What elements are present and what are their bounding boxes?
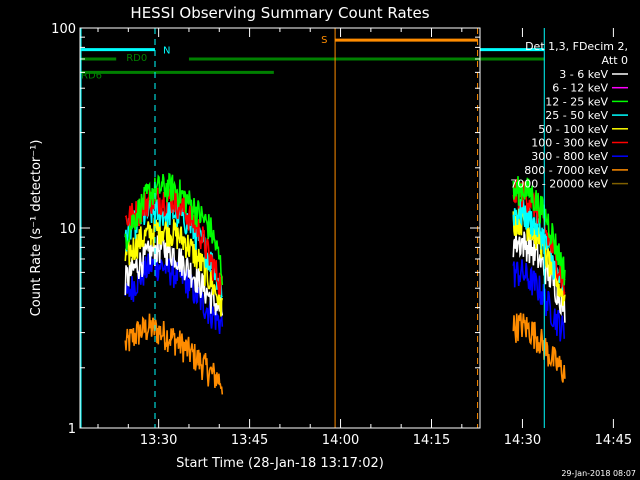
legend-entry-label: 100 - 300 keV xyxy=(531,137,608,150)
legend-entry-label: 300 - 800 keV xyxy=(531,150,608,163)
legend-entry-label: 7000 - 20000 keV xyxy=(510,178,608,191)
flag-label: RD6 xyxy=(81,70,102,81)
legend-header-line: Att 0 xyxy=(602,54,628,67)
series-trace xyxy=(124,313,224,395)
series-trace xyxy=(512,312,566,383)
x-tick-label: 14:15 xyxy=(413,433,450,448)
x-tick-label: 13:45 xyxy=(231,433,268,448)
series-trace xyxy=(124,187,224,295)
plot-area xyxy=(124,172,566,395)
x-axis-label: Start Time (28-Jan-18 13:17:02) xyxy=(176,456,384,471)
y-tick-label: 1 xyxy=(68,422,76,437)
y-axis-ticks: 1 10 100 xyxy=(51,22,480,437)
legend-entry-label: 6 - 12 keV xyxy=(552,82,608,95)
y-tick-label: 10 xyxy=(59,222,76,237)
legend-entry-label: 50 - 100 keV xyxy=(538,123,608,136)
flag-label: S xyxy=(321,35,327,46)
series-trace xyxy=(124,234,224,316)
series-trace xyxy=(512,259,565,342)
x-axis-ticks: 13:30 13:45 14:00 14:15 14:30 14:45 xyxy=(97,28,632,448)
flag-bars: N S RD0 RD6 xyxy=(80,35,545,81)
series-trace xyxy=(124,172,224,286)
series-trace xyxy=(512,230,566,323)
x-tick-label: 14:30 xyxy=(504,433,541,448)
x-tick-label: 14:00 xyxy=(322,433,359,448)
chart-title: HESSI Observing Summary Count Rates xyxy=(130,4,429,22)
y-axis-label: Count Rate (s⁻¹ detector⁻¹) xyxy=(29,140,44,317)
x-tick-label: 13:30 xyxy=(140,433,177,448)
flag-label: RD0 xyxy=(126,53,147,64)
x-tick-label: 14:45 xyxy=(595,433,632,448)
footer-timestamp: 29-Jan-2018 08:07 xyxy=(561,469,636,478)
legend-entry-label: 3 - 6 keV xyxy=(559,68,608,81)
legend-entry-label: 25 - 50 keV xyxy=(545,109,608,122)
flag-label: N xyxy=(163,46,170,57)
series-trace xyxy=(512,176,566,286)
legend-entry-label: 12 - 25 keV xyxy=(545,95,608,108)
legend-entry-label: 800 - 7000 keV xyxy=(524,164,608,177)
legend-header-line: Det 1,3, FDecim 2, xyxy=(525,40,628,53)
y-tick-label: 100 xyxy=(51,22,76,37)
